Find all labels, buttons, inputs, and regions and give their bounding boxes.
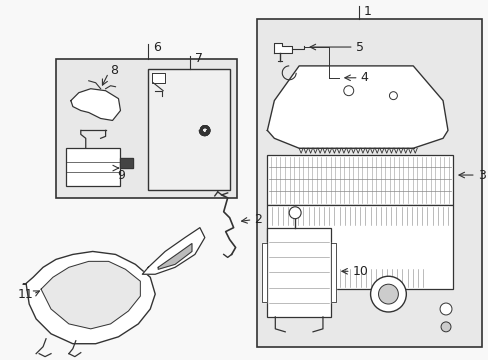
Text: 8: 8 bbox=[110, 64, 118, 77]
Text: 4: 4 bbox=[360, 71, 368, 84]
Bar bbox=[267, 228, 330, 317]
Polygon shape bbox=[71, 89, 120, 121]
Polygon shape bbox=[41, 261, 140, 329]
Circle shape bbox=[343, 86, 353, 96]
Text: 6: 6 bbox=[153, 41, 161, 54]
Polygon shape bbox=[267, 66, 447, 148]
Text: 7: 7 bbox=[195, 53, 203, 66]
Circle shape bbox=[288, 207, 301, 219]
Text: 1: 1 bbox=[363, 5, 371, 18]
Bar bbox=[267, 205, 452, 289]
Polygon shape bbox=[330, 243, 335, 302]
Circle shape bbox=[370, 276, 406, 312]
Bar bbox=[148, 69, 229, 190]
Bar bbox=[257, 19, 481, 347]
Circle shape bbox=[378, 284, 398, 304]
Polygon shape bbox=[262, 243, 267, 302]
Bar bbox=[56, 59, 236, 198]
Text: 11: 11 bbox=[17, 288, 33, 301]
Text: 9: 9 bbox=[117, 168, 125, 181]
Bar bbox=[267, 155, 452, 205]
Circle shape bbox=[388, 92, 397, 100]
Polygon shape bbox=[23, 251, 155, 344]
Polygon shape bbox=[142, 228, 204, 274]
Polygon shape bbox=[158, 243, 192, 269]
Text: 3: 3 bbox=[477, 168, 485, 181]
Polygon shape bbox=[152, 73, 165, 83]
Bar bbox=[66, 148, 120, 186]
Text: 10: 10 bbox=[352, 265, 368, 278]
Polygon shape bbox=[120, 158, 133, 168]
Circle shape bbox=[440, 322, 450, 332]
Polygon shape bbox=[274, 43, 292, 53]
Text: 5: 5 bbox=[355, 41, 363, 54]
Text: 2: 2 bbox=[254, 213, 262, 226]
Circle shape bbox=[439, 303, 451, 315]
